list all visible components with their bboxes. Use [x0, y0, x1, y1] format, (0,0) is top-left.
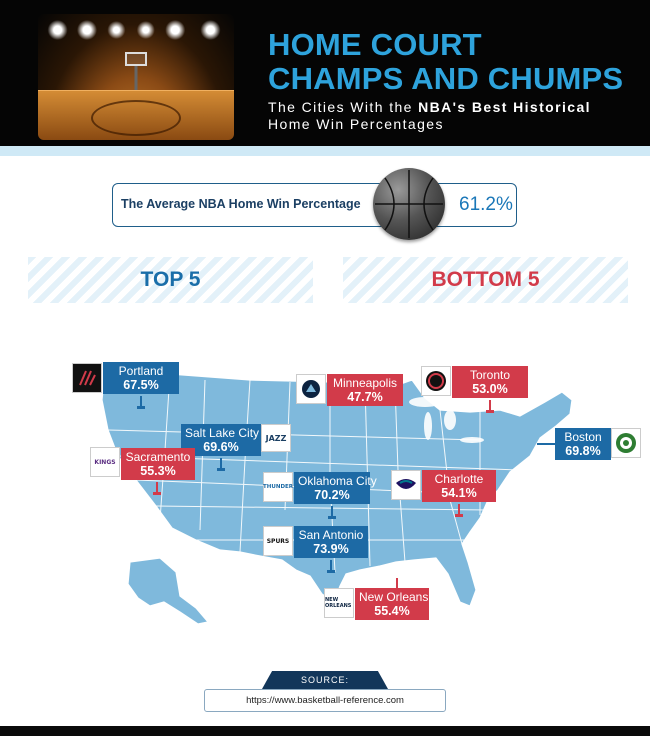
minneapolis-pct: 47.7%: [347, 390, 383, 404]
portland-city: Portland: [118, 364, 164, 378]
sacramento-label: Sacramento 55.3%: [121, 448, 195, 480]
charlotte-label: Charlotte 54.1%: [422, 470, 496, 502]
timberwolves-logo-icon: [296, 374, 326, 404]
page-title: HOME COURT CHAMPS AND CHUMPS: [268, 28, 623, 96]
sacramento-city: Sacramento: [125, 450, 191, 464]
toronto-pct: 53.0%: [472, 382, 508, 396]
trail-blazers-logo-icon: [72, 363, 102, 393]
boston-city: Boston: [564, 430, 602, 444]
court-arc: [91, 100, 181, 136]
toronto-label: Toronto 53.0%: [452, 366, 528, 398]
boston-pin: [537, 443, 555, 445]
footer-bar: [0, 726, 650, 736]
title-line-2: CHAMPS AND CHUMPS: [268, 61, 624, 96]
arena-lights: [38, 14, 234, 46]
backboard-icon: [125, 52, 147, 66]
source-tab: SOURCE:: [262, 671, 388, 689]
basketball-icon: [373, 168, 445, 240]
bottom-5-header: BOTTOM 5: [343, 257, 628, 303]
subtitle-pre: The Cities With the: [268, 99, 419, 115]
charlotte-pin: [455, 504, 463, 517]
lake-erie: [460, 437, 484, 443]
average-box: The Average NBA Home Win Percentage 61.2…: [112, 183, 517, 227]
pelicans-logo-icon: NEW ORLEANS: [324, 588, 354, 618]
spurs-logo-icon: SPURS: [263, 526, 293, 556]
salt-lake-city-city: Salt Lake City: [185, 426, 260, 440]
header-banner: HOME COURT CHAMPS AND CHUMPS The Cities …: [0, 0, 650, 146]
oklahoma-city-city: Oklahoma City: [298, 474, 377, 488]
top-5-label: TOP 5: [140, 268, 201, 291]
lake-michigan: [424, 412, 432, 440]
san-antonio-pin: [327, 560, 335, 573]
subtitle-bold: NBA's Best Historical: [418, 99, 591, 115]
thunder-logo-icon: THUNDER: [263, 472, 293, 502]
new-orleans-pct: 55.4%: [374, 604, 410, 618]
basketball-court-photo: [38, 14, 234, 140]
salt-lake-city-pct: 69.6%: [203, 440, 239, 454]
jazz-logo-icon: JAZZ: [261, 424, 291, 452]
san-antonio-pct: 73.9%: [313, 542, 349, 556]
top-5-header: TOP 5: [28, 257, 313, 303]
raptors-logo-icon: [421, 366, 451, 396]
oklahoma-city-pin: [328, 506, 336, 519]
toronto-pin: [486, 400, 494, 413]
header-divider-strip: [0, 146, 650, 156]
charlotte-pct: 54.1%: [441, 486, 477, 500]
alaska: [127, 557, 209, 625]
average-value: 61.2%: [459, 194, 513, 215]
charlotte-city: Charlotte: [434, 472, 484, 486]
toronto-city: Toronto: [469, 368, 511, 382]
new-orleans-pin: [393, 578, 401, 591]
oklahoma-city-label: Oklahoma City 70.2%: [294, 472, 377, 504]
hoop-pole: [134, 66, 138, 92]
san-antonio-label: San Antonio 73.9%: [294, 526, 368, 558]
source-url[interactable]: https://www.basketball-reference.com: [204, 689, 446, 712]
portland-pin: [137, 396, 145, 409]
new-orleans-city: New Orleans: [359, 590, 429, 604]
page-subtitle: The Cities With the NBA's Best Historica…: [268, 99, 628, 133]
boston-label: Boston 69.8%: [555, 428, 611, 460]
boston-pct: 69.8%: [565, 444, 601, 458]
average-label: The Average NBA Home Win Percentage: [121, 197, 361, 211]
portland-label: Portland 67.5%: [103, 362, 179, 394]
portland-pct: 67.5%: [123, 378, 159, 392]
kings-logo-icon: KINGS: [90, 447, 120, 477]
oklahoma-city-pct: 70.2%: [314, 488, 350, 502]
celtics-logo-icon: [611, 428, 641, 458]
title-line-1: HOME COURT: [268, 27, 482, 62]
minneapolis-city: Minneapolis: [332, 376, 398, 390]
san-antonio-city: San Antonio: [298, 528, 364, 542]
subtitle-post: Home Win Percentages: [268, 116, 444, 132]
new-orleans-label: New Orleans 55.4%: [355, 588, 429, 620]
bottom-5-label: BOTTOM 5: [431, 268, 540, 291]
salt-lake-city-pin: [217, 458, 225, 471]
sacramento-pin: [153, 482, 161, 495]
hornets-logo-icon: [391, 470, 421, 500]
lake-huron: [444, 410, 456, 430]
lake-superior: [409, 397, 441, 407]
minneapolis-label: Minneapolis 47.7%: [327, 374, 403, 406]
sacramento-pct: 55.3%: [140, 464, 176, 478]
